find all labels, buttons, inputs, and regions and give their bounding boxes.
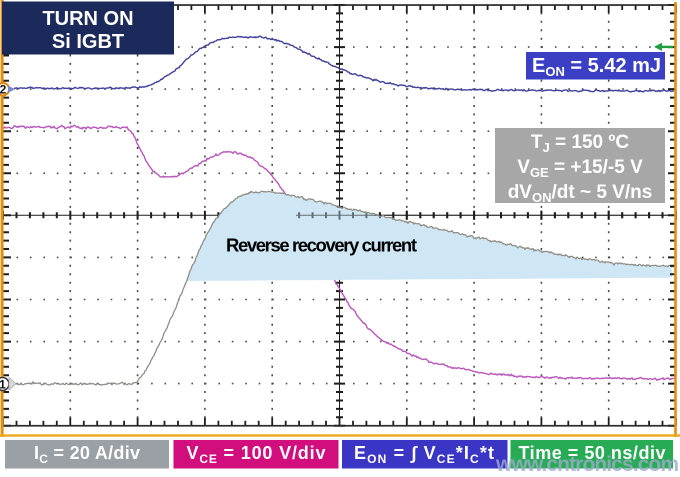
svg-text:Time = 50 ns/div: Time = 50 ns/div [519,443,666,463]
svg-text:VGE = +15/-5 V: VGE = +15/-5 V [517,157,643,180]
svg-text:2: 2 [0,83,7,97]
svg-text:dVON/dt ~ 5 V/ns: dVON/dt ~ 5 V/ns [508,182,653,205]
svg-text:Si IGBT: Si IGBT [52,31,124,53]
svg-text:VCE = 100 V/div: VCE = 100 V/div [187,443,326,466]
svg-text:www.cntronics.com: www.cntronics.com [495,453,679,476]
svg-text:Reverse recovery current: Reverse recovery current [226,235,417,256]
svg-text:EON = ∫ VCE*IC*t: EON = ∫ VCE*IC*t [354,443,494,466]
svg-text:IC = 20 A/div: IC = 20 A/div [34,443,140,466]
svg-text:TURN ON: TURN ON [42,8,133,30]
svg-text:1: 1 [0,377,6,391]
svg-text:TJ = 150 ºC: TJ = 150 ºC [531,132,629,155]
